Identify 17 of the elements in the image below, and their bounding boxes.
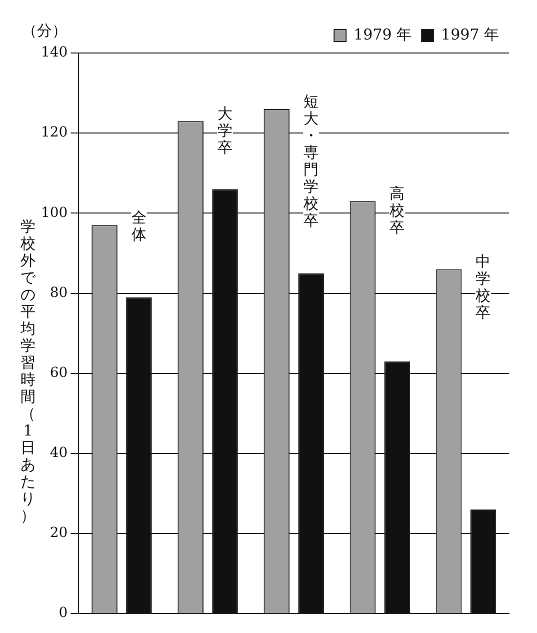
- y-tick-label: 120: [40, 124, 68, 141]
- x-tick-label: 短大・専門学校卒: [302, 92, 319, 230]
- legend-label: 1979 年: [354, 25, 412, 44]
- text: 学校外での平均学習時間（1日あたり）: [20, 218, 36, 525]
- x-tick-label: 高校卒: [388, 184, 405, 237]
- x-tick-label: 中学校卒: [474, 252, 491, 322]
- y-tick-label: 20: [50, 525, 68, 542]
- y-tick-label: 40: [50, 445, 68, 462]
- text: （分）: [22, 21, 67, 40]
- y-tick-label: 80: [50, 284, 68, 301]
- x-tick-label: 大学卒: [218, 104, 233, 156]
- y-tick-label: 100: [40, 204, 68, 221]
- y-tick-label: 0: [58, 605, 68, 622]
- x-tick-label: 全体: [131, 208, 146, 244]
- y-tick-label: 60: [50, 364, 68, 381]
- legend-label: 1997 年: [441, 25, 500, 44]
- y-tick-label: 140: [40, 44, 68, 61]
